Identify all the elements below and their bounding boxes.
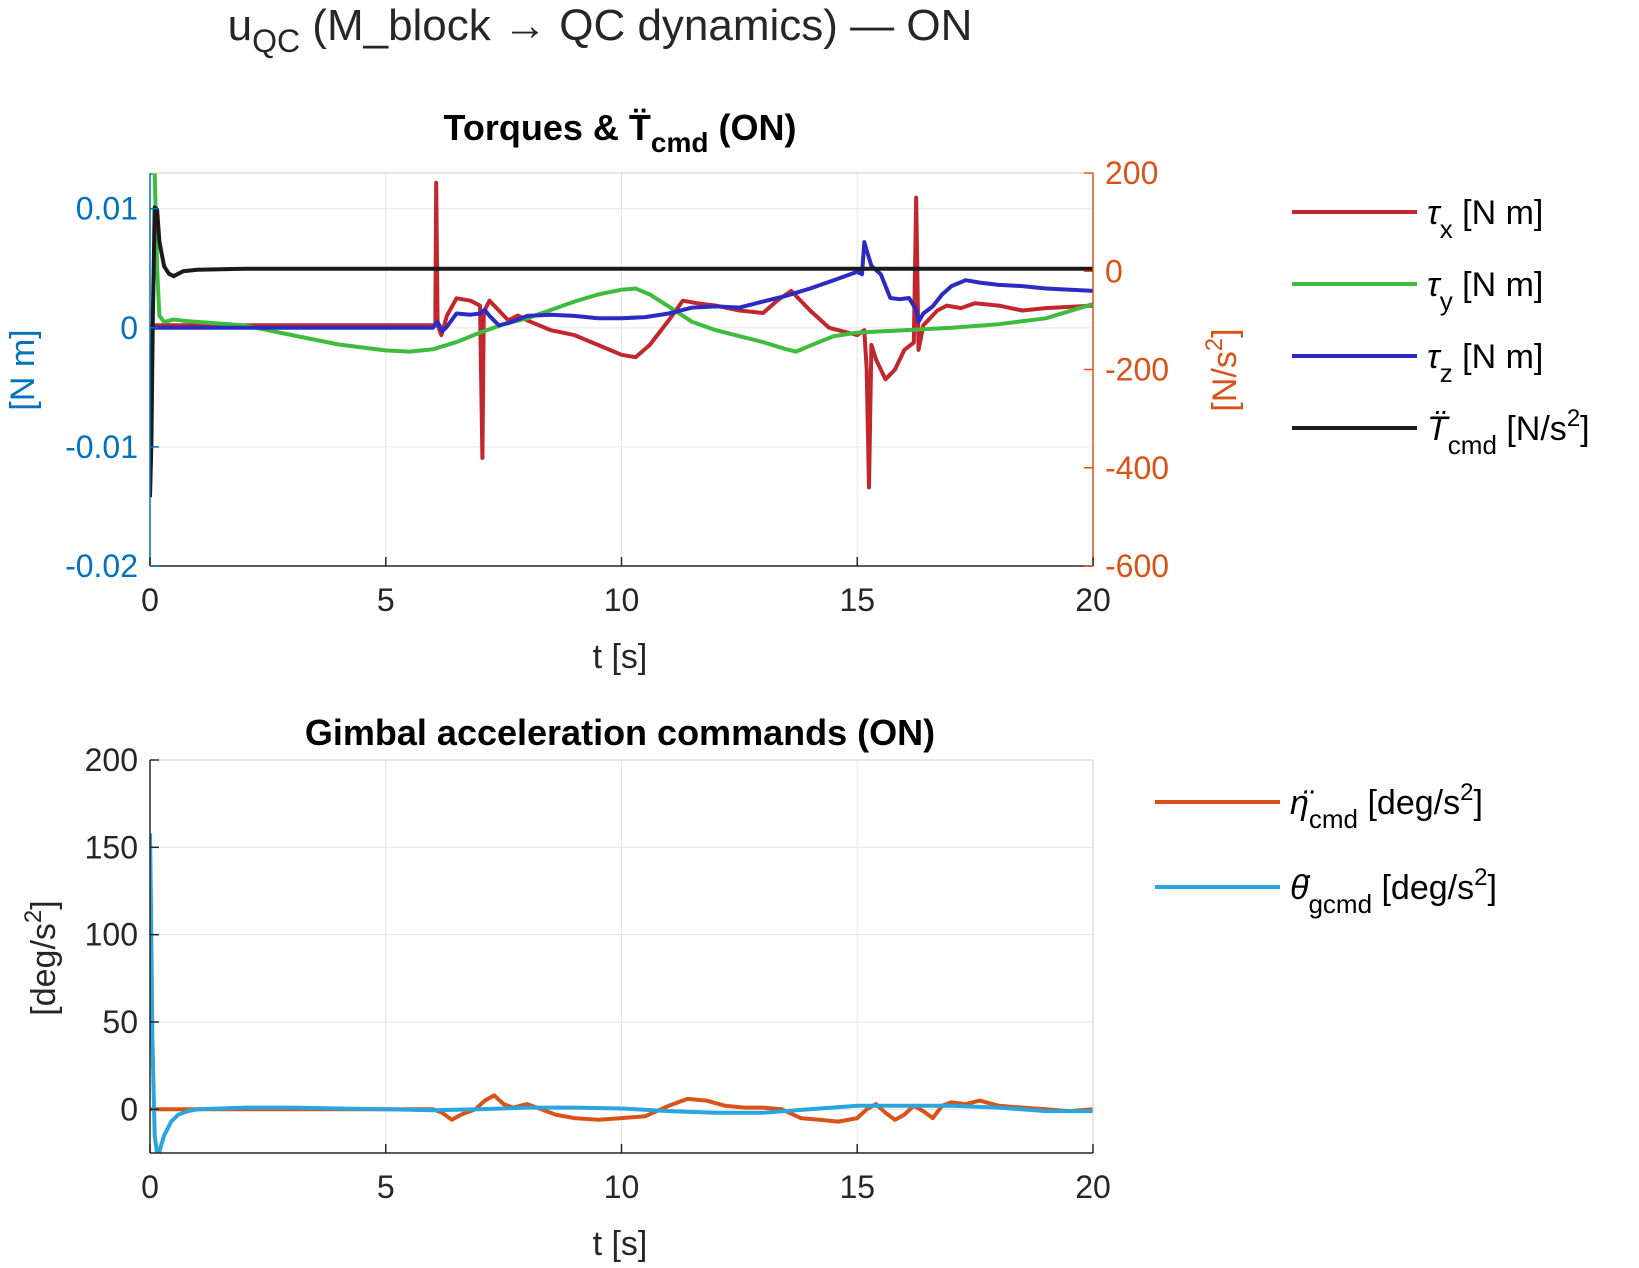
gimbal-plot-grid [149,759,1094,1153]
legend-label-theta_gcmd: θ̇gcmd [deg/s2] [1290,864,1497,919]
torque-plot-title-post: (ON) [708,107,796,148]
torque-plot-ytick-right-label: -200 [1105,352,1169,388]
torque-plot-xtick-label: 20 [1075,582,1111,618]
figure-title-sub: QC [252,23,300,59]
series-line-theta_gcmd [150,833,1093,1153]
torque-plot-ylabel-right-post: ] [1206,328,1244,337]
gimbal-plot-ylabel-post: ] [25,900,63,909]
torque-plot-xtick-label: 0 [141,582,159,618]
gimbal-plot-xlabel: t [s] [593,1225,648,1263]
torque-plot: Torques & T̈cmd (ON) 0 5 10 15 20-0.02-0.010… [4,107,1590,676]
series-line-tau_z [150,240,1093,334]
torque-plot-ticks: 0 5 10 15 20 -0.02 -0.01 0 0.01 -600 -400 -200 0 200 [65,155,1169,618]
series-line-tau_y [150,173,1093,354]
torque-plot-xlabel: t [s] [593,638,648,676]
torque-plot-ytick-label: 0.01 [76,191,138,227]
torque-plot-xtick-label: 15 [839,582,875,618]
gimbal-plot-ytick-label: 0 [120,1091,138,1127]
gimbal-plot-legend: η̈cmd [deg/s2] θ̇gcmd [deg/s2] [1155,779,1497,919]
gimbal-plot-xtick-label: 15 [839,1169,875,1205]
torque-plot-series [150,173,1093,498]
torque-plot-xtick-label: 10 [604,582,640,618]
gimbal-plot-xtick-label: 0 [141,1169,159,1205]
torque-plot-ytick-right-label: -400 [1105,450,1169,486]
gimbal-plot-ytick-label: 50 [102,1004,138,1040]
gimbal-plot-xtick-label: 10 [604,1169,640,1205]
legend-label-tau_x: τx [N m] [1427,194,1543,244]
series-line-T_cmd [150,205,1093,498]
torque-plot-ytick-right-label: -600 [1105,548,1169,584]
gimbal-plot-xtick-label: 20 [1075,1169,1111,1205]
torque-plot-title: Torques & T̈cmd (ON) [444,107,797,158]
figure-title-rest: (M_block → QC dynamics) — ON [300,1,972,50]
gimbal-plot-xtick-label: 5 [377,1169,395,1205]
gimbal-plot: Gimbal acceleration commands (ON) 0 5 10 15… [20,712,1497,1263]
torque-plot-ytick-label: -0.02 [65,548,138,584]
gimbal-plot-ytick-label: 150 [85,829,138,865]
gimbal-plot-ytick-label: 100 [85,917,138,953]
torque-plot-title-sub: cmd [651,127,709,158]
torque-plot-ylabel-right: [N/s2] [1201,328,1244,411]
legend-label-eta_cmd: η̈cmd [deg/s2] [1290,779,1483,834]
gimbal-plot-ylabel-sup: 2 [20,910,47,923]
series-line-eta_cmd [150,1093,1093,1124]
torque-plot-grid [149,173,1094,567]
torque-plot-ytick-right-label: 0 [1105,253,1123,289]
legend-label-tau_y: τy [N m] [1427,266,1543,316]
torque-plot-ylabel-right-sup: 2 [1201,338,1228,351]
figure-title: uQC (M_block → QC dynamics) — ON [228,1,973,59]
gimbal-plot-ytick-label: 200 [85,742,138,778]
torque-plot-ytick-label: 0 [120,310,138,346]
torque-plot-xtick-label: 5 [377,582,395,618]
gimbal-plot-title: Gimbal acceleration commands (ON) [305,712,935,753]
torque-plot-ytick-right-label: 200 [1105,155,1158,191]
legend-label-tau_z: τz [N m] [1427,338,1543,388]
gimbal-plot-series [150,833,1093,1153]
torque-plot-ylabel-left: [N m] [4,329,42,410]
torque-plot-ytick-label: -0.01 [65,429,138,465]
legend-label-T_cmd: T̈cmd [N/s2] [1427,405,1590,460]
gimbal-plot-ylabel: [deg/s2] [20,900,63,1015]
torque-plot-legend: τx [N m] τy [N m] τz [N m] T̈cmd [N/s2] [1292,194,1590,460]
